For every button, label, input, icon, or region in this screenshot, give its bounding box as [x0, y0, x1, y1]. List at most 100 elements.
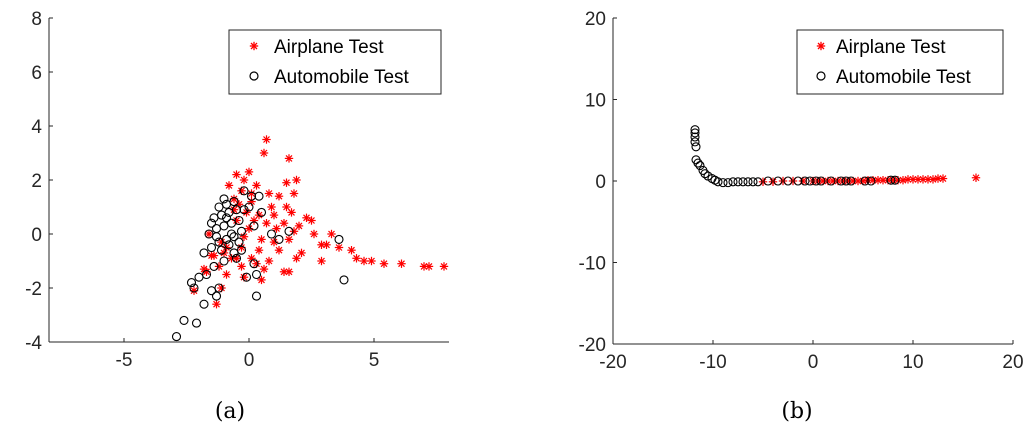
airplane-point — [261, 134, 272, 145]
automobile-point — [249, 221, 259, 231]
x-tick-label: 10 — [902, 352, 923, 373]
airplane-point — [271, 223, 282, 234]
automobile-point — [728, 177, 738, 187]
airplane-point — [251, 180, 262, 191]
automobile-point — [690, 132, 700, 142]
automobile-point — [816, 176, 826, 186]
automobile-point — [214, 202, 224, 212]
automobile-point — [219, 256, 229, 266]
airplane-point — [209, 250, 219, 261]
airplane-point — [291, 175, 302, 185]
automobile-point — [211, 232, 222, 242]
automobile-point — [690, 128, 700, 138]
airplane-point — [379, 258, 389, 269]
automobile-point — [241, 272, 252, 282]
airplane-point — [279, 218, 289, 228]
x-tick-label: 5 — [369, 350, 380, 371]
automobile-point — [254, 191, 264, 201]
automobile-point — [718, 178, 728, 188]
automobile-point — [199, 248, 209, 258]
automobile-point — [690, 125, 700, 135]
chart-a-legend-marker-automobile — [249, 71, 259, 81]
airplane-point — [291, 253, 302, 264]
airplane-point — [269, 237, 279, 247]
airplane-point — [269, 210, 279, 220]
airplane-point — [274, 191, 284, 201]
airplane-point — [264, 256, 274, 266]
automobile-point — [194, 272, 204, 282]
automobile-point — [793, 176, 803, 186]
chart-a-ticks: -5 0 5 -4 -2 0 2 4 6 8 — [25, 9, 379, 371]
automobile-point — [811, 176, 821, 186]
automobile-point — [221, 213, 232, 223]
automobile-point — [219, 194, 229, 204]
automobile-point — [229, 248, 239, 258]
automobile-point — [284, 226, 294, 236]
y-tick-label: 0 — [31, 225, 42, 246]
x-tick-label: 0 — [244, 350, 255, 371]
automobile-point — [693, 158, 703, 168]
airplane-point — [346, 245, 357, 255]
airplane-point — [259, 148, 269, 158]
airplane-point — [326, 229, 337, 239]
automobile-point — [186, 278, 197, 288]
automobile-point — [763, 176, 773, 186]
y-tick-label: -10 — [579, 254, 606, 275]
automobile-point — [753, 177, 763, 187]
automobile-point — [206, 286, 217, 296]
automobile-point — [206, 242, 217, 253]
automobile-point — [274, 234, 284, 244]
automobile-point — [890, 175, 900, 185]
automobile-point — [244, 202, 254, 212]
automobile-point — [691, 142, 701, 152]
airplane-point — [221, 269, 232, 280]
automobile-point — [748, 177, 758, 187]
automobile-point — [866, 176, 876, 186]
y-tick-label: -4 — [25, 333, 42, 354]
chart-a-legend-marker-airplane — [249, 41, 259, 51]
chart-b: -20 -10 0 10 20 -20 -10 0 10 20 Airplane Test Aut… — [579, 9, 1024, 424]
automobile-point — [251, 291, 262, 301]
chart-b-points — [690, 125, 981, 188]
chart-b-legend-marker-airplane — [816, 41, 826, 51]
automobile-point — [249, 259, 259, 269]
airplane-point — [264, 188, 274, 199]
automobile-point — [234, 237, 244, 247]
airplane-point — [316, 256, 327, 266]
automobile-point — [266, 229, 277, 239]
automobile-point — [886, 175, 896, 185]
chart-b-legend: Airplane Test Automobile Test — [796, 29, 1004, 95]
chart-a-points — [171, 134, 449, 342]
automobile-point — [700, 169, 710, 179]
y-tick-label: 20 — [585, 9, 606, 30]
automobile-point — [800, 176, 810, 186]
chart-a-legend-label-airplane: Airplane Test — [274, 37, 384, 58]
airplane-point — [284, 153, 294, 164]
automobile-point — [209, 261, 219, 271]
automobile-point — [846, 176, 856, 186]
y-tick-label: -20 — [579, 335, 606, 356]
airplane-point — [424, 261, 434, 272]
airplane-point — [261, 218, 272, 228]
automobile-point — [234, 215, 244, 226]
automobile-point — [743, 177, 753, 187]
y-tick-label: 0 — [595, 172, 606, 193]
airplane-point — [366, 256, 377, 266]
y-tick-label: 4 — [31, 117, 42, 138]
automobile-point — [773, 176, 783, 186]
automobile-point — [229, 232, 239, 242]
airplane-point — [281, 177, 292, 188]
chart-a-legend: Airplane Test Automobile Test — [228, 29, 442, 95]
airplane-point — [244, 167, 254, 177]
automobile-point — [216, 245, 227, 255]
automobile-point — [733, 177, 743, 187]
airplane-point — [231, 169, 242, 180]
x-tick-label: -5 — [116, 350, 133, 371]
automobile-point — [231, 253, 242, 263]
automobile-point — [206, 218, 217, 228]
chart-b-legend-label-airplane: Airplane Test — [836, 37, 946, 58]
airplane-point — [359, 256, 369, 266]
airplane-point — [351, 253, 362, 264]
y-tick-label: 10 — [585, 91, 606, 112]
